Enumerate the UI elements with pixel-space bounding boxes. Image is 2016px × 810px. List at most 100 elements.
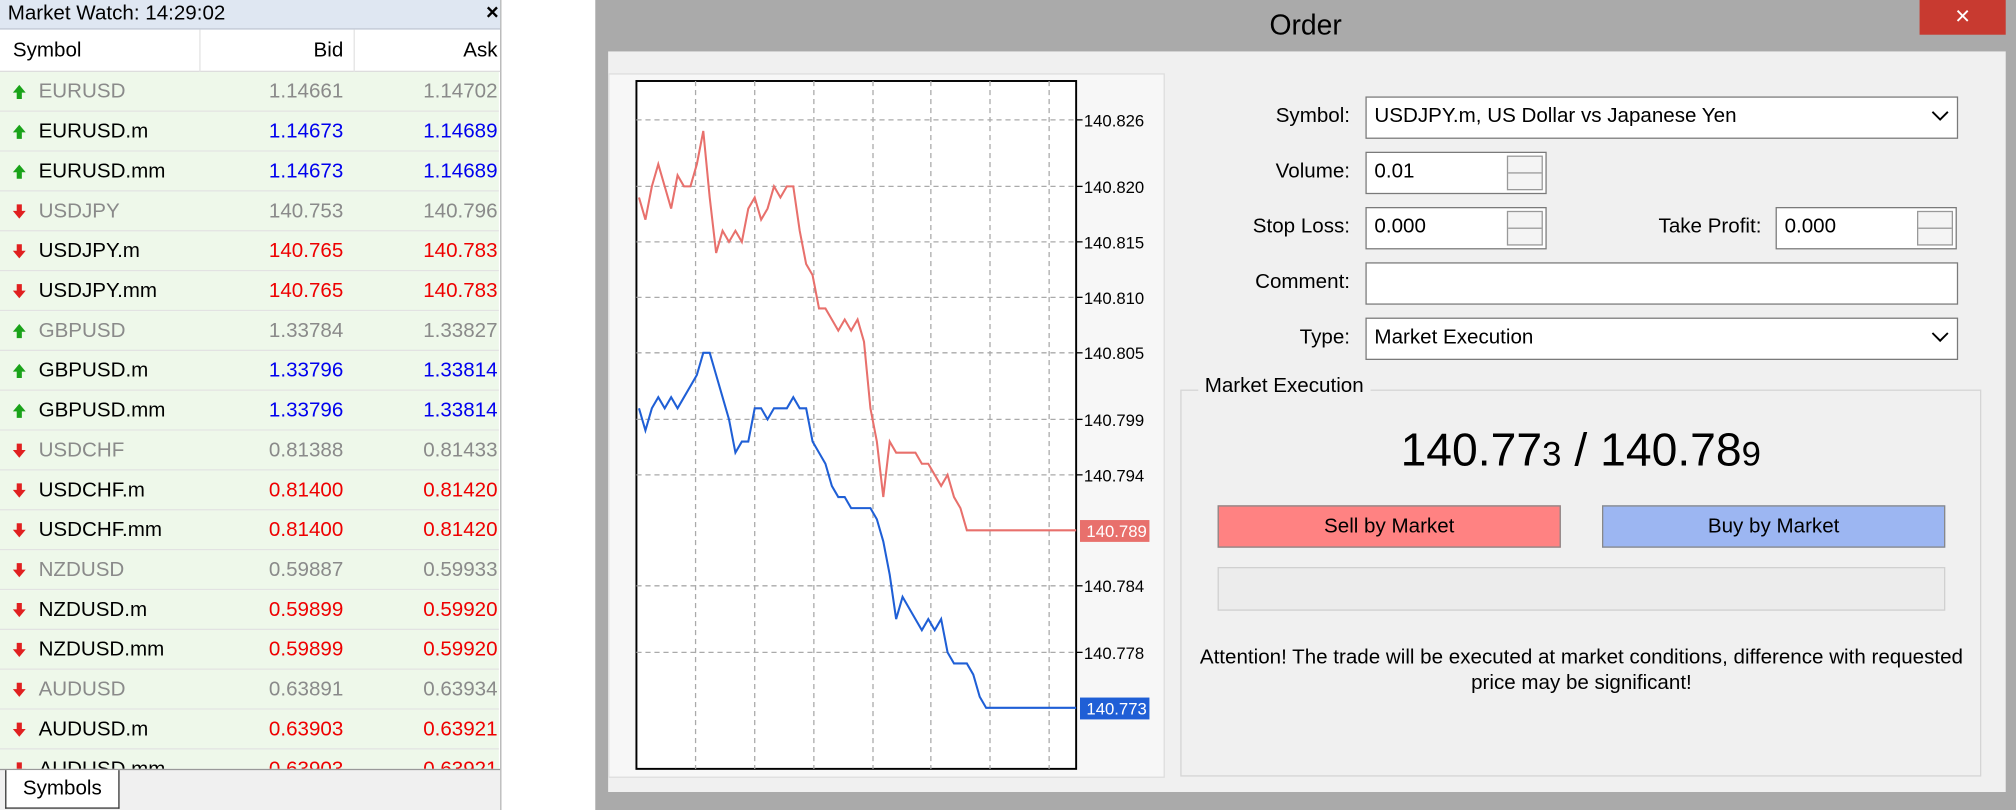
stop-loss-input[interactable]: 0.000 — [1365, 206, 1547, 250]
ask: 1.14702 — [423, 80, 498, 103]
symbol: AUDUSD.mm — [39, 750, 166, 769]
bid-price: 140.77 — [1400, 422, 1543, 476]
symbol-row[interactable]: EURUSD 1.14661 1.14702 — [0, 71, 499, 112]
bid: 0.63903 — [268, 718, 344, 741]
ask: 1.14689 — [423, 120, 498, 143]
symbol-row[interactable]: NZDUSD 0.59887 0.59933 — [0, 550, 499, 591]
symbol-row[interactable]: EURUSD.mm 1.14673 1.14689 — [0, 151, 499, 192]
y-tick-label: 140.778 — [1084, 644, 1144, 663]
bid: 0.63903 — [199, 750, 343, 769]
field-label: Comment: — [1255, 271, 1350, 294]
volume-input[interactable]: 0.01 — [1365, 151, 1547, 195]
symbol: NZDUSD.mm — [38, 638, 165, 661]
column-header[interactable]: Ask — [353, 29, 498, 72]
symbol-row[interactable]: NZDUSD.m 0.59899 0.59920 — [0, 590, 499, 630]
symbol-row[interactable]: USDJPY 140.753 140.796 — [0, 191, 499, 232]
symbol-row[interactable]: AUDUSD.mm 0.63903 0.63921 — [0, 749, 499, 769]
field-label: Take Profit: — [1658, 215, 1762, 238]
tick-chart: 140.826 140.820 140.815 140.810 140.805 140.7… — [635, 80, 1150, 770]
symbol-row[interactable]: GBPUSD.m 1.33796 1.33814 — [0, 350, 499, 391]
spinner[interactable] — [1506, 210, 1543, 246]
column-header[interactable]: Symbol — [12, 39, 82, 62]
bid: 140.765 — [268, 240, 344, 263]
ask: 1.14689 — [423, 160, 498, 183]
ask: 1.33814 — [423, 359, 498, 382]
y-tick-label: 140.820 — [1084, 178, 1144, 197]
up-arrow — [12, 363, 26, 378]
take-profit-input[interactable]: 0.000 — [1775, 206, 1957, 250]
up-arrow — [12, 403, 26, 418]
ask: 0.81433 — [423, 439, 498, 462]
ask: 0.63921 — [423, 718, 498, 741]
down-arrow — [12, 523, 26, 538]
price-line — [638, 351, 1077, 709]
ask: 0.59920 — [423, 599, 498, 621]
comment-input[interactable] — [1365, 262, 1959, 305]
up-arrow — [12, 164, 26, 179]
ask: 140.783 — [423, 240, 498, 263]
down-arrow — [12, 682, 26, 697]
symbol-row[interactable]: NZDUSD.mm 0.59899 0.59920 — [0, 629, 499, 670]
symbol-row[interactable]: USDCHF 0.81388 0.81433 — [0, 430, 499, 471]
price-tag-label: 140.773 — [1086, 699, 1146, 718]
bid: 0.59887 — [268, 559, 344, 582]
symbol-row[interactable]: AUDUSD.m 0.63903 0.63921 — [0, 709, 499, 750]
down-arrow — [12, 483, 26, 498]
down-arrow — [12, 443, 26, 458]
symbol: EURUSD — [38, 80, 126, 103]
down-arrow — [12, 563, 26, 578]
bid: 0.81400 — [268, 519, 344, 542]
ask: 0.63934 — [423, 678, 498, 701]
close-button[interactable]: × — [1919, 0, 2006, 35]
symbol-row[interactable]: USDCHF.m 0.81400 0.81420 — [0, 470, 499, 511]
tab[interactable]: Symbols — [5, 770, 120, 809]
progress-bar — [1217, 566, 1946, 611]
symbol-row[interactable]: GBPUSD.mm 1.33796 1.33814 — [0, 390, 499, 431]
ask: 140.783 — [423, 280, 498, 303]
field-label: Type: — [1299, 326, 1350, 349]
symbol-row[interactable]: EURUSD.m 1.14673 1.14689 — [0, 111, 499, 152]
symbol-row[interactable]: AUDUSD 0.63891 0.63934 — [0, 669, 499, 710]
field-value: Market Execution — [1374, 326, 1534, 349]
symbol-row[interactable]: GBPUSD 1.33784 1.33827 — [0, 311, 499, 351]
bid: 140.765 — [268, 280, 344, 303]
bid: 1.14673 — [268, 120, 344, 143]
separator: / — [1574, 422, 1588, 476]
symbol-select[interactable]: USDJPY.m, US Dollar vs Japanese Yen — [1365, 96, 1959, 139]
buy-button[interactable]: Buy by Market — [1601, 505, 1946, 548]
symbol-row[interactable]: USDJPY.mm 140.765 140.783 — [0, 271, 499, 312]
field-label: Stop Loss: — [1252, 215, 1350, 238]
field-value: 0.01 — [1374, 160, 1415, 183]
ask: 1.33814 — [423, 399, 498, 422]
price-tag — [1079, 697, 1150, 720]
symbol: USDJPY — [38, 200, 120, 223]
field-value: 0.000 — [1784, 215, 1837, 238]
bid: 1.33796 — [268, 359, 344, 382]
spinner[interactable] — [1506, 155, 1543, 191]
symbol-row[interactable]: USDCHF.mm 0.81400 0.81420 — [0, 510, 499, 551]
bid: 0.59899 — [268, 638, 344, 661]
bid-pip: 3 — [1542, 434, 1562, 474]
ask-price: 140.78 — [1600, 422, 1742, 476]
column-header[interactable]: Bid — [199, 29, 343, 72]
down-arrow — [12, 642, 26, 657]
ask: 1.33827 — [423, 320, 498, 342]
symbol: USDJPY.m — [38, 240, 140, 263]
y-tick-label: 140.826 — [1084, 111, 1144, 130]
symbol: AUDUSD — [38, 678, 126, 701]
price-display: 140.773 / 140.789 — [1180, 422, 1981, 482]
symbol: GBPUSD.mm — [38, 399, 166, 422]
spinner[interactable] — [1916, 210, 1953, 246]
tab-strip: Symbols — [0, 768, 501, 810]
type-select[interactable]: Market Execution — [1365, 317, 1959, 360]
y-tick-label: 140.794 — [1084, 466, 1144, 485]
up-arrow — [12, 124, 26, 139]
symbol: NZDUSD.m — [38, 599, 148, 621]
symbol-row[interactable]: USDJPY.m 140.765 140.783 — [0, 231, 499, 272]
field-label: Symbol: — [1275, 105, 1350, 128]
y-tick-label: 140.810 — [1084, 289, 1144, 308]
sell-button[interactable]: Sell by Market — [1217, 505, 1561, 548]
close-button[interactable]: × — [485, 0, 499, 25]
